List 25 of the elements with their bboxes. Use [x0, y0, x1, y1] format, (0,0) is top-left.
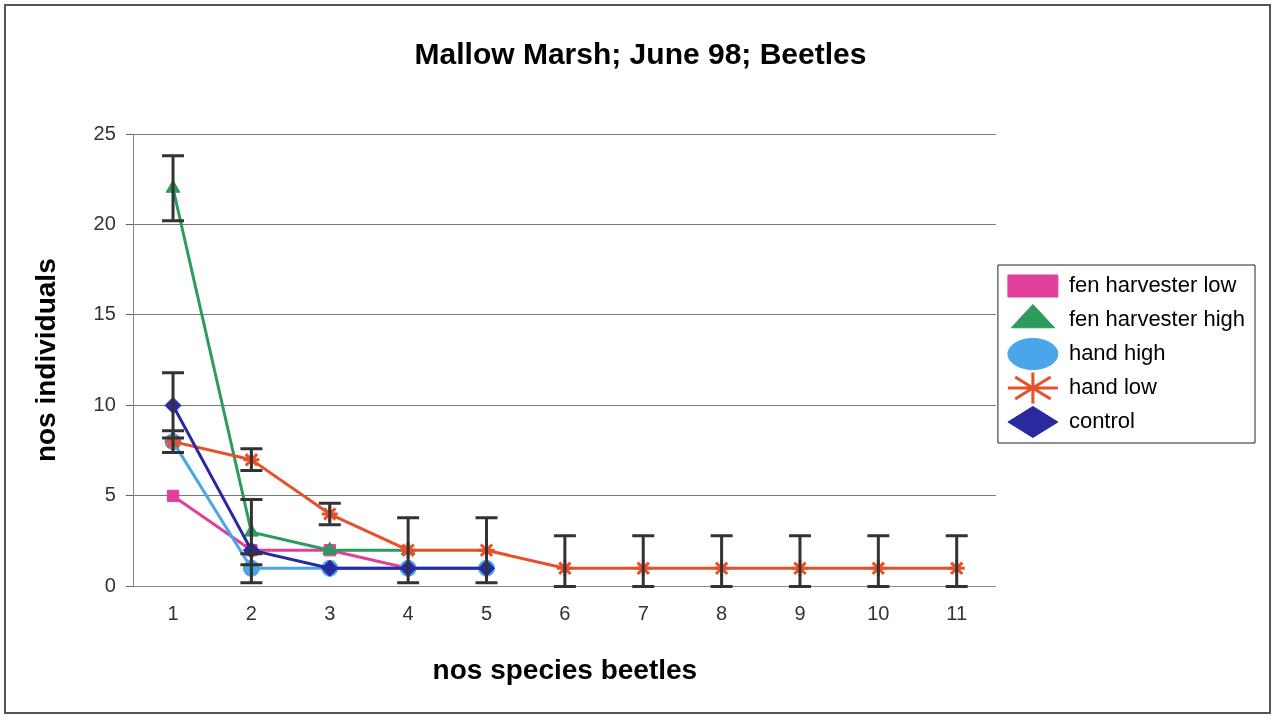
x-tick-label: 10: [867, 601, 890, 624]
x-tick-label: 8: [716, 601, 728, 624]
x-tick-label: 7: [637, 601, 649, 624]
y-tick-label: 25: [93, 121, 116, 144]
x-tick-label: 2: [245, 601, 257, 624]
x-axis-title: nos species beetles: [432, 653, 698, 685]
legend-label: control: [1068, 408, 1135, 434]
y-tick-label: 0: [104, 573, 116, 596]
x-tick-label: 9: [794, 601, 806, 624]
x-tick-label: 11: [946, 601, 968, 624]
y-tick-label: 20: [93, 212, 116, 234]
x-tick-label: 5: [480, 601, 493, 624]
chart-title: Mallow Marsh; June 98; Beetles: [414, 37, 867, 71]
y-axis-title: nos individuals: [29, 258, 61, 463]
x-tick-label: 3: [324, 601, 336, 624]
x-tick-label: 4: [402, 601, 414, 624]
y-tick-label: 5: [104, 483, 116, 506]
legend-label: fen harvester high: [1068, 306, 1245, 332]
x-tick-label: 6: [559, 601, 571, 624]
legend-label: fen harvester low: [1068, 272, 1237, 298]
y-tick-label: 10: [93, 392, 116, 415]
legend-label: hand low: [1068, 374, 1158, 400]
x-tick-label: 1: [167, 601, 179, 624]
y-tick-label: 15: [93, 302, 116, 325]
legend-label: hand high: [1068, 340, 1166, 366]
